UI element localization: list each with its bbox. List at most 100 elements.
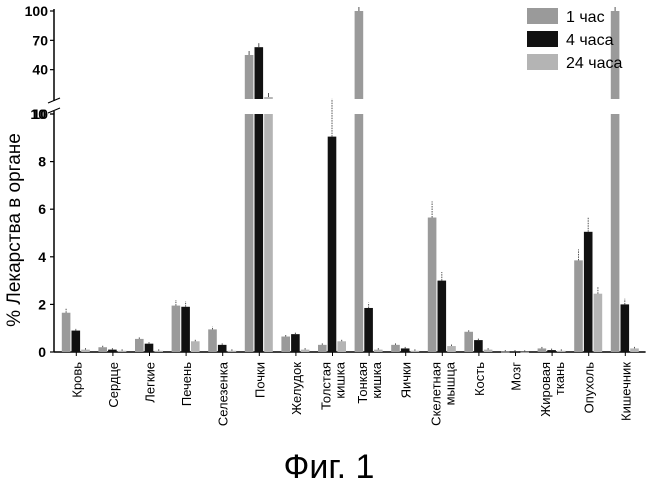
x-tick-label: Опухоль <box>582 362 597 414</box>
bar <box>255 114 264 352</box>
y-tick-label: 10 <box>30 106 46 122</box>
bar <box>438 281 447 352</box>
x-tick-label: Жировая <box>538 362 553 417</box>
bar <box>621 304 630 352</box>
x-tick-label: Почки <box>252 362 267 398</box>
bar <box>291 334 300 352</box>
bar <box>584 232 593 352</box>
x-tick-label: Кровь <box>69 362 84 398</box>
bar-upper <box>264 97 273 99</box>
bar <box>118 351 127 352</box>
x-tick-label-group: Сердце <box>106 362 121 408</box>
bar <box>191 341 200 352</box>
bar <box>411 351 420 352</box>
bar <box>547 350 556 352</box>
x-tick-label: Селезенка <box>216 361 231 426</box>
x-tick-label: Мозг <box>509 362 524 391</box>
bar <box>72 331 81 352</box>
bar <box>281 337 290 352</box>
bar-upper <box>355 11 364 99</box>
bar <box>135 339 144 352</box>
bar <box>501 352 510 353</box>
legend-label: 24 часа <box>566 55 622 72</box>
bar <box>520 352 529 353</box>
x-tick-label: Печень <box>179 362 194 406</box>
y-axis-label: % Лекарства в органе <box>4 133 25 327</box>
x-tick-label-group: Желудок <box>289 362 304 415</box>
legend-label: 4 часа <box>566 32 614 49</box>
bar <box>62 313 71 352</box>
x-tick-label: Толстая <box>319 362 334 410</box>
x-tick-label-group: Опухоль <box>582 362 597 414</box>
legend-swatch <box>527 31 558 47</box>
bar <box>355 114 364 352</box>
x-tick-label-group: Яички <box>399 362 414 398</box>
bar <box>264 114 273 352</box>
bar <box>301 350 310 352</box>
y-tick-label: 0 <box>38 344 46 360</box>
bar <box>374 350 383 352</box>
x-tick-label-group: Кость <box>472 362 487 396</box>
bar <box>318 345 327 352</box>
x-tick-label: кишка <box>333 361 348 398</box>
x-tick-label: мышца <box>442 361 457 405</box>
x-tick-label-group: Толстаякишка <box>319 361 348 410</box>
legend-swatch <box>527 8 558 24</box>
x-tick-label-group: Селезенка <box>216 361 231 426</box>
bar <box>228 351 237 352</box>
bar <box>245 114 254 352</box>
bar <box>391 345 400 352</box>
bar <box>98 347 107 352</box>
legend-swatch <box>527 54 558 70</box>
bar <box>145 344 154 352</box>
x-tick-label-group: Скелетнаямышца <box>428 361 457 426</box>
x-tick-label: Яички <box>399 362 414 398</box>
bar <box>218 345 227 352</box>
y-tick-label: 100 <box>25 3 49 19</box>
x-tick-label: кишка <box>369 361 384 398</box>
bar <box>364 308 373 352</box>
bar <box>464 332 473 352</box>
bar <box>447 346 456 352</box>
bar <box>594 294 603 352</box>
bar <box>428 218 437 352</box>
x-tick-label-group: Почки <box>252 362 267 398</box>
x-tick-labels: Кровь Сердце Легкие Печень Селезенка Почки Жел… <box>69 361 633 426</box>
x-tick-label: Скелетная <box>428 362 443 426</box>
y-tick-label: 4 <box>38 249 46 265</box>
bar <box>81 350 90 352</box>
y-tick-label: 2 <box>38 296 46 312</box>
bar <box>208 329 217 352</box>
bar <box>337 341 346 352</box>
bar <box>154 351 163 352</box>
x-tick-label: Тонкая <box>355 362 370 404</box>
x-tick-label: Легкие <box>143 362 158 403</box>
figure-caption: Фиг. 1 <box>0 448 658 487</box>
legend-label: 1 час <box>566 9 605 26</box>
x-tick-label: Желудок <box>289 362 304 415</box>
bar <box>630 348 639 352</box>
bar <box>557 351 566 352</box>
x-tick-label-group: Мозг <box>509 362 524 391</box>
bar <box>574 260 583 352</box>
x-tick-label: Кость <box>472 362 487 396</box>
x-tick-label-group: Жироваяткань <box>538 362 567 417</box>
y-tick-label: 70 <box>32 32 48 48</box>
legend: 1 час 4 часа 24 часа <box>527 8 622 72</box>
bar <box>611 114 620 352</box>
y-tick-label: 8 <box>38 154 46 170</box>
bar-upper <box>255 47 264 99</box>
bar <box>108 350 117 352</box>
x-tick-label: Кишечник <box>618 362 633 421</box>
x-tick-label-group: Кишечник <box>618 362 633 421</box>
bar <box>474 340 483 352</box>
y-tick-label: 40 <box>32 62 48 78</box>
bar <box>511 352 520 353</box>
bar <box>401 348 410 352</box>
bar <box>328 137 337 352</box>
x-tick-label-group: Тонкаякишка <box>355 361 384 403</box>
bar <box>172 306 181 352</box>
x-tick-label: Сердце <box>106 362 121 408</box>
y-tick-label: 6 <box>38 201 46 217</box>
